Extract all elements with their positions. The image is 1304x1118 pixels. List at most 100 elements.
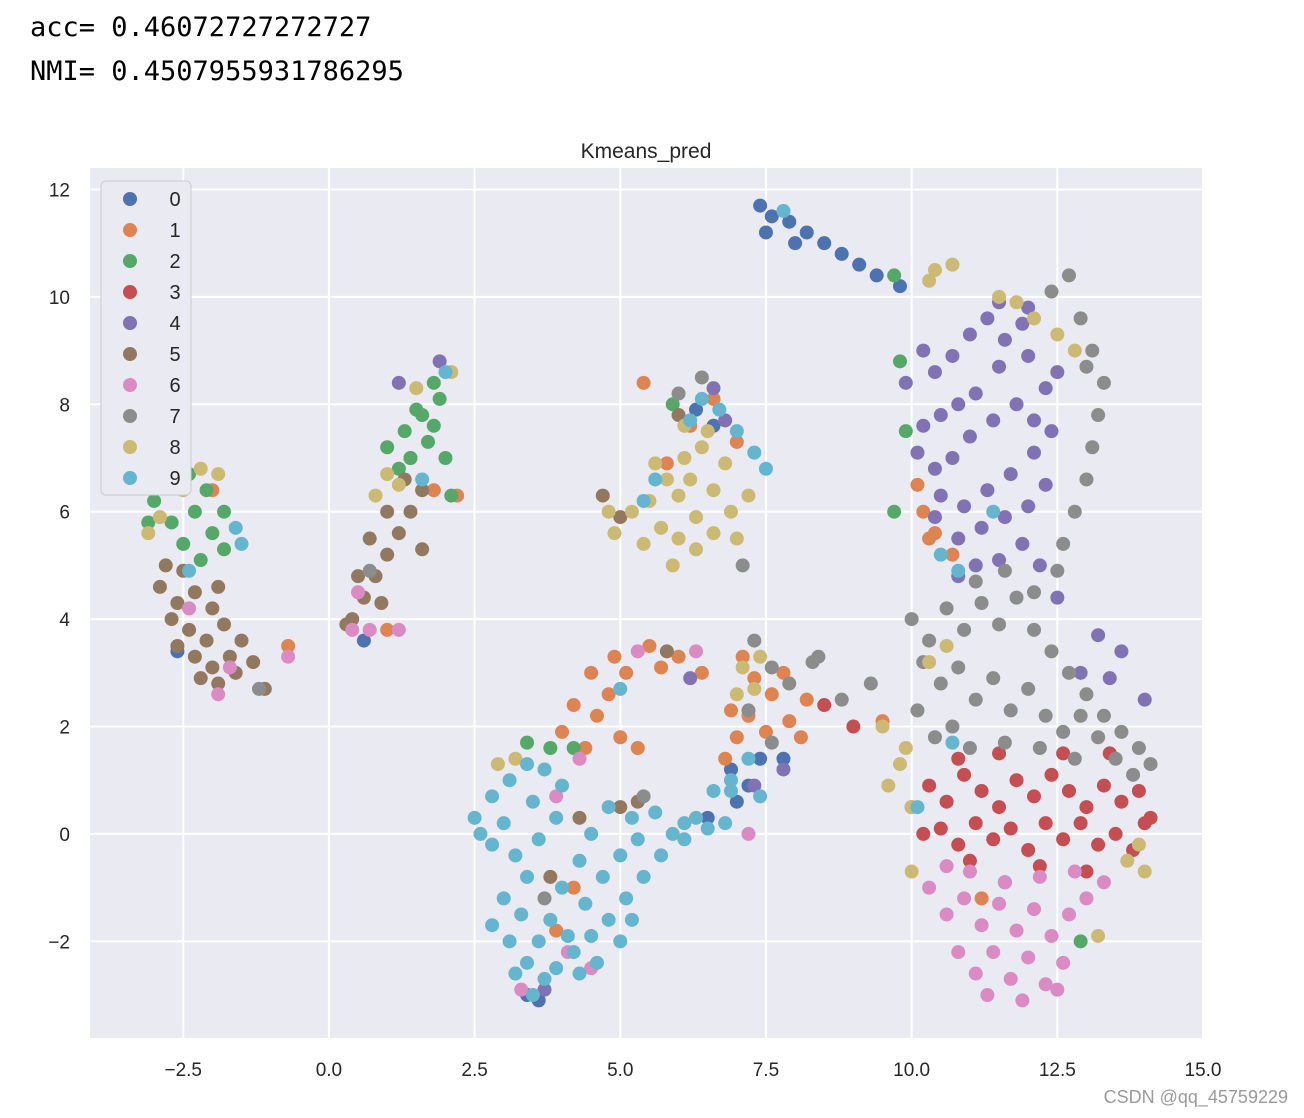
point-cluster-9 xyxy=(543,912,558,927)
point-cluster-9 xyxy=(572,853,587,868)
point-cluster-7 xyxy=(922,633,937,648)
point-cluster-9 xyxy=(986,504,1001,519)
point-cluster-7 xyxy=(1091,730,1106,745)
point-cluster-6 xyxy=(1056,955,1071,970)
point-cluster-9 xyxy=(549,810,564,825)
point-cluster-8 xyxy=(1050,327,1065,342)
point-cluster-9 xyxy=(776,203,791,218)
point-cluster-0 xyxy=(788,236,803,251)
point-cluster-7 xyxy=(1038,708,1053,723)
point-cluster-6 xyxy=(922,880,937,895)
point-cluster-7 xyxy=(968,692,983,707)
point-cluster-6 xyxy=(345,622,360,637)
point-cluster-6 xyxy=(391,622,406,637)
point-cluster-5 xyxy=(205,660,220,675)
point-cluster-2 xyxy=(397,424,412,439)
point-cluster-3 xyxy=(951,751,966,766)
point-cluster-3 xyxy=(1096,778,1111,793)
point-cluster-9 xyxy=(951,563,966,578)
point-cluster-1 xyxy=(694,665,709,680)
point-cluster-9 xyxy=(747,445,762,460)
point-cluster-8 xyxy=(706,483,721,498)
point-cluster-6 xyxy=(992,896,1007,911)
point-cluster-3 xyxy=(1027,789,1042,804)
point-cluster-2 xyxy=(444,488,459,503)
point-cluster-6 xyxy=(939,859,954,874)
point-cluster-1 xyxy=(607,649,622,664)
point-cluster-9 xyxy=(718,816,733,831)
point-cluster-9 xyxy=(933,547,948,562)
point-cluster-7 xyxy=(1073,708,1088,723)
point-cluster-1 xyxy=(799,692,814,707)
point-cluster-1 xyxy=(549,923,564,938)
point-cluster-9 xyxy=(525,794,540,809)
point-cluster-8 xyxy=(741,488,756,503)
point-cluster-2 xyxy=(217,542,232,557)
point-cluster-1 xyxy=(793,730,808,745)
point-cluster-2 xyxy=(1073,934,1088,949)
point-cluster-9 xyxy=(508,966,523,981)
point-cluster-2 xyxy=(141,515,156,530)
point-cluster-7 xyxy=(1056,724,1071,739)
point-cluster-5 xyxy=(152,579,167,594)
point-cluster-7 xyxy=(251,681,266,696)
point-cluster-4 xyxy=(1114,644,1129,659)
point-cluster-5 xyxy=(234,633,249,648)
point-cluster-8 xyxy=(922,655,937,670)
point-cluster-6 xyxy=(997,875,1012,890)
point-cluster-1 xyxy=(566,880,581,895)
point-cluster-9 xyxy=(648,472,663,487)
point-cluster-8 xyxy=(152,510,167,525)
point-cluster-9 xyxy=(601,912,616,927)
point-cluster-8 xyxy=(892,757,907,772)
point-cluster-9 xyxy=(485,789,500,804)
point-cluster-6 xyxy=(630,644,645,659)
point-cluster-4 xyxy=(1021,300,1036,315)
point-cluster-7 xyxy=(1027,622,1042,637)
point-cluster-1 xyxy=(922,531,937,546)
point-cluster-7 xyxy=(636,789,651,804)
x-tick-label: 2.5 xyxy=(461,1060,487,1081)
point-cluster-1 xyxy=(619,665,634,680)
point-cluster-7 xyxy=(1067,751,1082,766)
point-cluster-9 xyxy=(578,896,593,911)
point-cluster-4 xyxy=(980,311,995,326)
point-cluster-4 xyxy=(683,671,698,686)
point-cluster-7 xyxy=(863,676,878,691)
point-cluster-4 xyxy=(933,488,948,503)
point-cluster-7 xyxy=(764,735,779,750)
x-tick-label: −2.5 xyxy=(164,1060,202,1081)
point-cluster-7 xyxy=(992,617,1007,632)
point-cluster-6 xyxy=(974,918,989,933)
point-cluster-7 xyxy=(968,574,983,589)
point-cluster-5 xyxy=(187,649,202,664)
point-cluster-1 xyxy=(747,671,762,686)
point-cluster-2 xyxy=(887,268,902,283)
point-cluster-4 xyxy=(962,429,977,444)
point-cluster-1 xyxy=(426,483,441,498)
point-cluster-6 xyxy=(1003,971,1018,986)
legend: 0 1 2 3 4 5 6 7 8 9 xyxy=(100,180,192,496)
point-cluster-2 xyxy=(420,434,435,449)
point-cluster-8 xyxy=(659,472,674,487)
point-cluster-4 xyxy=(1137,692,1152,707)
point-cluster-3 xyxy=(1056,832,1071,847)
point-cluster-7 xyxy=(362,563,377,578)
point-cluster-9 xyxy=(700,821,715,836)
point-cluster-0 xyxy=(758,225,773,240)
point-cluster-6 xyxy=(980,988,995,1003)
point-cluster-8 xyxy=(706,526,721,541)
point-cluster-4 xyxy=(916,343,931,358)
point-cluster-2 xyxy=(380,440,395,455)
point-cluster-4 xyxy=(986,413,1001,428)
x-tick-labels: −2.5 0.0 2.5 5.0 7.5 10.0 12.5 15.0 xyxy=(164,1060,1221,1081)
point-cluster-4 xyxy=(997,332,1012,347)
point-cluster-2 xyxy=(543,741,558,755)
point-cluster-7 xyxy=(1050,563,1065,578)
point-cluster-4 xyxy=(1050,365,1065,380)
point-cluster-4 xyxy=(1003,467,1018,482)
point-cluster-9 xyxy=(508,848,523,863)
point-cluster-2 xyxy=(391,461,406,476)
point-cluster-2 xyxy=(898,424,913,439)
point-cluster-6 xyxy=(362,622,377,637)
